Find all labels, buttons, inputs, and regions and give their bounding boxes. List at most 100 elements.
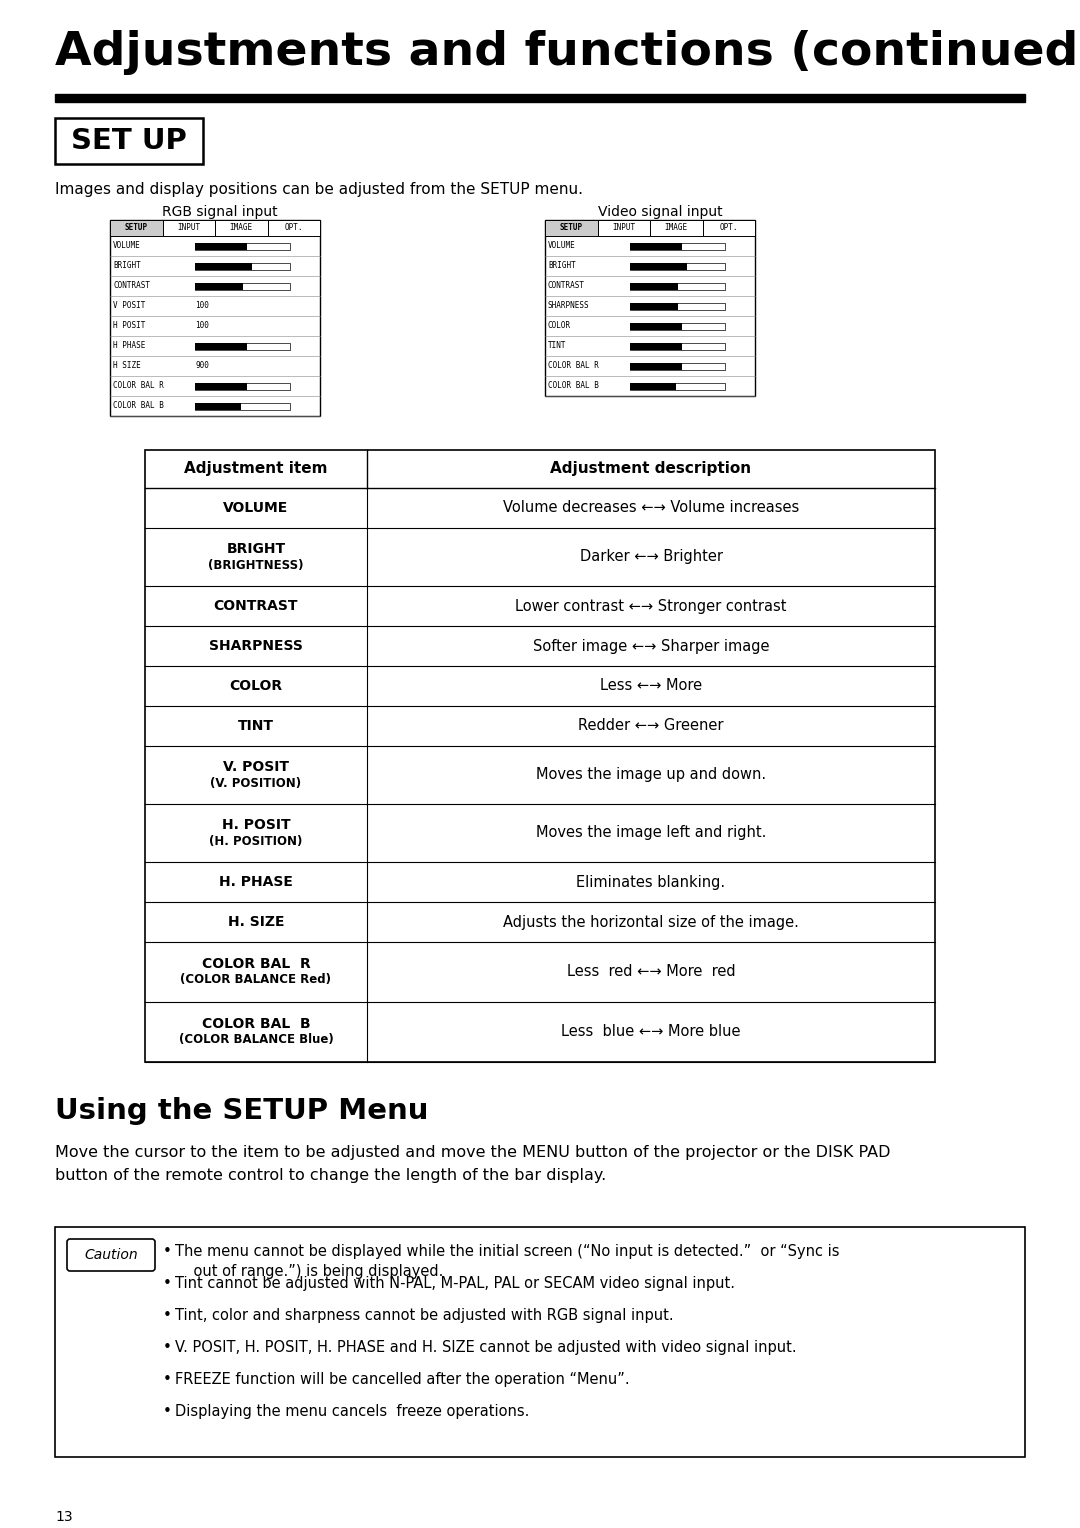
Text: COLOR: COLOR <box>548 321 571 330</box>
Text: Lower contrast ←→ Stronger contrast: Lower contrast ←→ Stronger contrast <box>515 599 786 614</box>
Bar <box>630 243 725 249</box>
Text: Adjustments and functions (continued): Adjustments and functions (continued) <box>55 31 1080 75</box>
Text: CONTRAST: CONTRAST <box>548 281 585 290</box>
Text: Adjustment item: Adjustment item <box>185 461 327 477</box>
Bar <box>630 283 725 289</box>
Text: COLOR: COLOR <box>229 678 283 694</box>
Bar <box>195 243 291 249</box>
Text: (COLOR BALANCE Red): (COLOR BALANCE Red) <box>180 973 332 987</box>
Text: Moves the image left and right.: Moves the image left and right. <box>536 825 766 840</box>
Text: Darker ←→ Brighter: Darker ←→ Brighter <box>580 550 723 564</box>
Bar <box>630 342 725 350</box>
Bar <box>545 220 755 396</box>
Bar <box>630 263 725 269</box>
Bar <box>110 220 320 416</box>
Bar <box>630 342 683 350</box>
Bar <box>162 220 215 235</box>
Text: CONTRAST: CONTRAST <box>113 281 150 290</box>
Text: (V. POSITION): (V. POSITION) <box>211 776 301 790</box>
Text: SET UP: SET UP <box>71 127 187 154</box>
Text: Adjusts the horizontal size of the image.: Adjusts the horizontal size of the image… <box>503 914 799 929</box>
Text: •: • <box>163 1308 172 1323</box>
Bar <box>630 263 687 269</box>
Text: VOLUME: VOLUME <box>224 501 288 515</box>
Text: Less  blue ←→ More blue: Less blue ←→ More blue <box>562 1024 741 1039</box>
Text: CONTRAST: CONTRAST <box>214 599 298 613</box>
Text: IMAGE: IMAGE <box>664 223 688 232</box>
Text: SETUP: SETUP <box>124 223 148 232</box>
Text: Less ←→ More: Less ←→ More <box>599 678 702 694</box>
Text: 100: 100 <box>195 321 208 330</box>
Text: 900: 900 <box>195 362 208 370</box>
Text: H. PHASE: H. PHASE <box>219 876 293 889</box>
Text: •: • <box>163 1340 172 1355</box>
Bar <box>55 1227 1025 1458</box>
Bar <box>195 342 247 350</box>
Text: V. POSIT, H. POSIT, H. PHASE and H. SIZE cannot be adjusted with video signal in: V. POSIT, H. POSIT, H. PHASE and H. SIZE… <box>175 1340 797 1355</box>
Text: COLOR BAL B: COLOR BAL B <box>113 402 164 411</box>
Text: Eliminates blanking.: Eliminates blanking. <box>577 874 726 889</box>
Text: Video signal input: Video signal input <box>597 205 723 219</box>
Bar <box>110 220 162 235</box>
Bar <box>630 322 725 330</box>
Text: SETUP: SETUP <box>559 223 583 232</box>
Bar <box>215 220 268 235</box>
Text: Using the SETUP Menu: Using the SETUP Menu <box>55 1097 429 1125</box>
Bar <box>195 402 241 410</box>
Text: BRIGHT: BRIGHT <box>113 261 140 270</box>
Bar <box>545 220 597 235</box>
Bar <box>195 342 291 350</box>
Text: COLOR BAL R: COLOR BAL R <box>548 362 599 370</box>
Bar <box>630 303 677 310</box>
Bar <box>630 382 725 390</box>
Text: SHARPNESS: SHARPNESS <box>548 301 590 310</box>
Text: FREEZE function will be cancelled after the operation “Menu”.: FREEZE function will be cancelled after … <box>175 1372 630 1387</box>
Bar <box>630 283 677 289</box>
Bar <box>597 220 650 235</box>
Text: Displaying the menu cancels  freeze operations.: Displaying the menu cancels freeze opera… <box>175 1404 529 1420</box>
Bar <box>650 220 702 235</box>
Text: Adjustment description: Adjustment description <box>551 461 752 477</box>
Text: V POSIT: V POSIT <box>113 301 146 310</box>
Text: •: • <box>163 1372 172 1387</box>
Text: BRIGHT: BRIGHT <box>548 261 576 270</box>
Text: COLOR BAL  B: COLOR BAL B <box>202 1018 310 1031</box>
Text: IMAGE: IMAGE <box>230 223 253 232</box>
Bar <box>195 382 291 390</box>
Text: INPUT: INPUT <box>177 223 200 232</box>
FancyBboxPatch shape <box>67 1239 156 1271</box>
Bar <box>630 362 683 370</box>
Bar <box>195 283 243 289</box>
Text: COLOR BAL R: COLOR BAL R <box>113 382 164 391</box>
Text: H. POSIT: H. POSIT <box>221 817 291 833</box>
Text: H PHASE: H PHASE <box>113 341 146 350</box>
Text: H POSIT: H POSIT <box>113 321 146 330</box>
Bar <box>195 243 247 249</box>
Bar <box>702 220 755 235</box>
Bar <box>195 283 291 289</box>
Text: VOLUME: VOLUME <box>113 241 140 251</box>
Text: Tint cannot be adjusted with N-PAL, M-PAL, PAL or SECAM video signal input.: Tint cannot be adjusted with N-PAL, M-PA… <box>175 1276 735 1291</box>
Bar <box>195 263 291 269</box>
Bar <box>630 382 676 390</box>
Text: (H. POSITION): (H. POSITION) <box>210 834 302 848</box>
Text: 100: 100 <box>195 301 208 310</box>
Bar <box>630 303 725 310</box>
Text: Images and display positions can be adjusted from the SETUP menu.: Images and display positions can be adju… <box>55 182 583 197</box>
Text: •: • <box>163 1244 172 1259</box>
Bar <box>195 263 252 269</box>
Text: •: • <box>163 1276 172 1291</box>
Text: Softer image ←→ Sharper image: Softer image ←→ Sharper image <box>532 639 769 654</box>
Text: (COLOR BALANCE Blue): (COLOR BALANCE Blue) <box>178 1033 334 1047</box>
Text: V. POSIT: V. POSIT <box>222 759 289 775</box>
Text: COLOR BAL  R: COLOR BAL R <box>202 957 310 970</box>
Text: H. SIZE: H. SIZE <box>228 915 284 929</box>
Text: TINT: TINT <box>548 341 567 350</box>
Text: •: • <box>163 1404 172 1420</box>
Bar <box>195 402 291 410</box>
Text: Moves the image up and down.: Moves the image up and down. <box>536 767 766 782</box>
Text: 13: 13 <box>55 1510 72 1523</box>
Bar <box>268 220 320 235</box>
Text: Volume decreases ←→ Volume increases: Volume decreases ←→ Volume increases <box>503 501 799 515</box>
Text: OPT.: OPT. <box>719 223 738 232</box>
